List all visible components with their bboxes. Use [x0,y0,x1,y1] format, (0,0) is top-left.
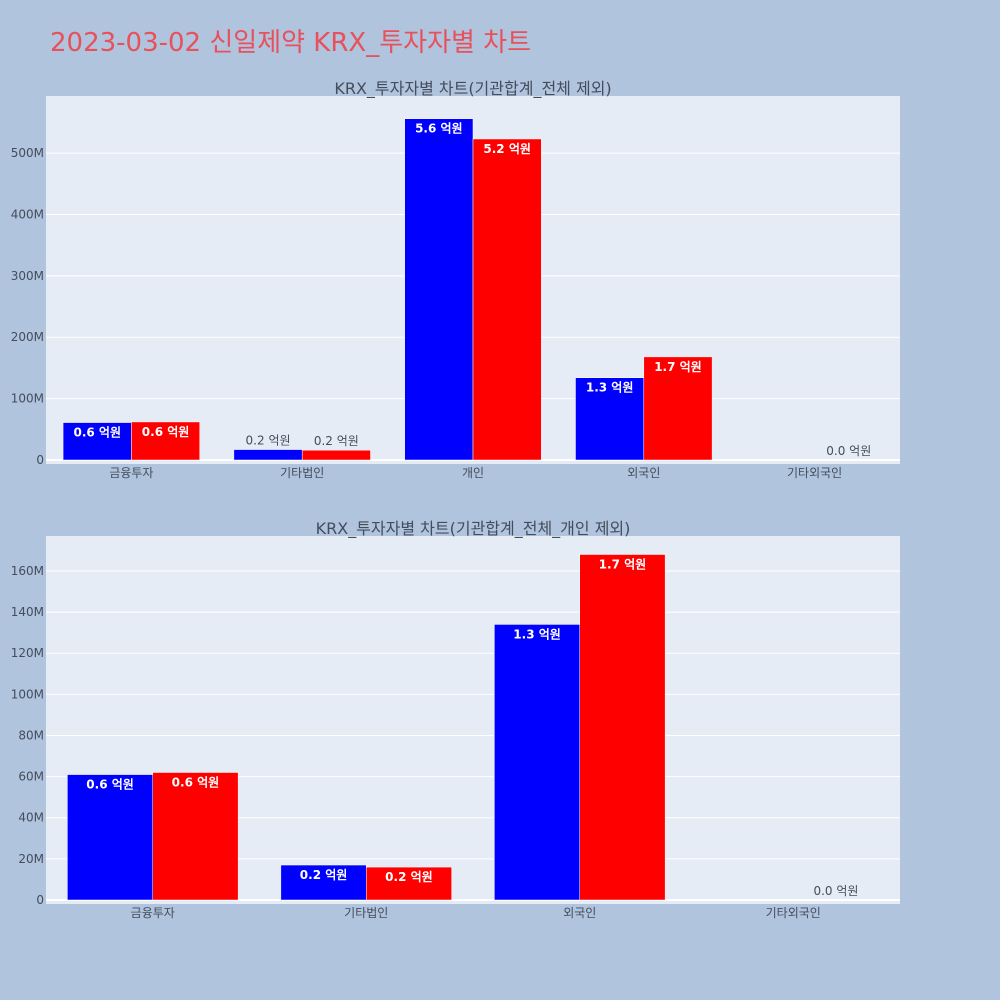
data-label: 0.6 억원 [172,775,220,789]
bar [404,118,474,461]
data-label: 0.6 억원 [86,778,134,792]
bar [643,356,713,461]
bar [579,554,666,901]
data-label: 0.2 억원 [385,870,433,884]
data-label: 0.0 억원 [813,884,858,898]
chart-title: KRX_투자자별 차트(기관합계_전체 제외) [334,79,611,99]
bar [301,449,371,461]
bar [62,422,132,461]
bar [472,138,542,461]
data-label: 0.2 억원 [246,434,291,448]
x-tick-label: 기타외국인 [787,466,842,480]
y-tick-label: 140M [11,605,44,619]
y-tick-label: 200M [11,330,44,344]
x-tick-label: 기타법인 [344,906,388,920]
y-tick-label: 100M [11,687,44,701]
data-label: 0.6 억원 [73,426,121,440]
y-tick-label: 300M [11,269,44,283]
data-label: 1.3 억원 [513,627,561,641]
bar [131,421,200,461]
data-label: 1.3 억원 [586,381,634,395]
bar [366,866,452,901]
data-label: 0.0 억원 [826,444,871,458]
y-tick-label: 80M [18,728,44,742]
data-label: 1.7 억원 [599,558,647,572]
chart-title: KRX_투자자별 차트(기관합계_전체_개인 제외) [316,519,631,539]
y-tick-label: 0 [36,893,44,907]
bar [152,772,239,901]
x-tick-label: 외국인 [563,906,596,920]
bar [494,624,581,901]
x-tick-label: 외국인 [627,466,660,480]
bar [67,774,153,901]
y-tick-label: 100M [11,392,44,406]
x-tick-label: 금융투자 [131,906,175,920]
bar [575,377,645,461]
page-title: 2023-03-02 신일제약 KRX_투자자별 차트 [50,28,532,58]
data-label: 5.6 억원 [415,122,463,136]
data-label: 1.7 억원 [654,360,702,374]
x-tick-label: 기타외국인 [766,906,821,920]
data-label: 0.6 억원 [142,425,190,439]
y-tick-label: 0 [36,453,44,467]
y-tick-label: 40M [18,811,44,825]
data-label: 0.2 억원 [300,868,348,882]
y-tick-label: 60M [18,770,44,784]
x-tick-label: 개인 [462,466,484,480]
y-tick-label: 20M [18,852,44,866]
data-label: 5.2 억원 [483,142,531,156]
data-label: 0.2 억원 [314,434,359,448]
x-tick-label: 금융투자 [109,466,153,480]
bar [233,449,303,461]
y-tick-label: 500M [11,146,44,160]
y-tick-label: 120M [11,646,44,660]
y-tick-label: 160M [11,564,44,578]
x-tick-label: 기타법인 [280,466,324,480]
y-tick-label: 400M [11,207,44,221]
